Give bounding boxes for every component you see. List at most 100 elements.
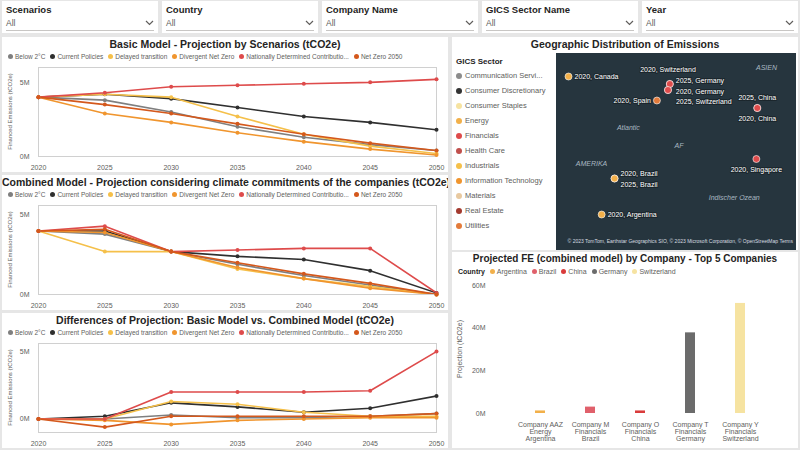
svg-text:2020, Canada: 2020, Canada [575, 73, 619, 80]
svg-text:Projection (tCO2e): Projection (tCO2e) [456, 320, 464, 378]
svg-text:2035: 2035 [230, 164, 246, 171]
svg-text:0M: 0M [20, 291, 30, 298]
html-text:All: All [166, 18, 176, 28]
svg-text:2020, Singapore: 2020, Singapore [731, 166, 782, 174]
html-text:Consumer Staples: Consumer Staples [465, 101, 527, 110]
html-text:All: All [6, 18, 16, 28]
svg-text:5M: 5M [20, 211, 30, 218]
svg-text:0M: 0M [476, 410, 486, 417]
html-text:Below 2°C: Below 2°C [15, 191, 46, 198]
svg-text:2020, Germany: 2020, Germany [676, 88, 725, 96]
svg-text:Financed Emissions (tCO2e): Financed Emissions (tCO2e) [7, 211, 13, 288]
svg-text:2035: 2035 [230, 440, 246, 447]
html-text:Company Name: Company Name [326, 4, 398, 15]
html-text:Divergent Net Zero: Divergent Net Zero [179, 329, 235, 336]
svg-text:2035: 2035 [230, 302, 246, 309]
svg-text:2050: 2050 [429, 440, 445, 447]
svg-text:40M: 40M [472, 324, 486, 331]
svg-text:2030: 2030 [163, 302, 179, 309]
svg-text:2020, China: 2020, China [738, 115, 776, 122]
html-text:Financials: Financials [465, 131, 499, 140]
html-text:Below 2°C: Below 2°C [15, 53, 46, 60]
html-text:Delayed transition: Delayed transition [115, 53, 168, 60]
html-text:Delayed transition: Delayed transition [115, 329, 168, 336]
html-text:Energy: Energy [465, 116, 489, 125]
svg-text:Company OFinancialsChina: Company OFinancialsChina [622, 421, 660, 442]
html-text:Net Zero 2050: Net Zero 2050 [360, 191, 403, 198]
svg-text:20M: 20M [472, 367, 486, 374]
svg-text:Company AAZEnergyArgentina: Company AAZEnergyArgentina [518, 421, 564, 443]
html-text:Current Policies: Current Policies [57, 329, 104, 336]
svg-text:5M: 5M [20, 79, 30, 86]
svg-text:ASIEN: ASIEN [755, 64, 778, 71]
html-text:All: All [486, 18, 496, 28]
svg-text:2020, Brazil: 2020, Brazil [621, 170, 658, 177]
html-text:Delayed transition: Delayed transition [115, 191, 168, 198]
svg-text:2025: 2025 [97, 302, 113, 309]
html-text:Health Care: Health Care [465, 146, 505, 155]
svg-text:2025, Switzerland: 2025, Switzerland [676, 98, 732, 105]
svg-text:2025: 2025 [97, 164, 113, 171]
html-text:Current Policies: Current Policies [57, 53, 104, 60]
html-text:Communication Servi...: Communication Servi... [465, 71, 543, 80]
svg-text:0M: 0M [20, 415, 30, 422]
svg-text:2020: 2020 [31, 302, 47, 309]
svg-text:2025, Germany: 2025, Germany [676, 77, 725, 85]
svg-text:Financed Emissions (tCO2e): Financed Emissions (tCO2e) [7, 349, 13, 426]
svg-text:AMERIKA: AMERIKA [575, 160, 608, 167]
html-text:Year: Year [646, 4, 667, 15]
html-text:Scenarios: Scenarios [6, 4, 52, 15]
svg-text:5M: 5M [20, 348, 30, 355]
svg-text:0M: 0M [20, 153, 30, 160]
svg-text:2020: 2020 [31, 164, 47, 171]
svg-text:2050: 2050 [429, 302, 445, 309]
svg-text:2030: 2030 [163, 440, 179, 447]
html-text:Basic Model - Projection by Sc: Basic Model - Projection by Scenarios (t… [109, 38, 341, 50]
html-text:Nationally Determined Contribu: Nationally Determined Contributio... [246, 191, 349, 198]
html-text:Real Estate: Real Estate [465, 206, 504, 215]
html-text:Below 2°C: Below 2°C [15, 329, 46, 336]
svg-text:2025, Brazil: 2025, Brazil [621, 181, 658, 188]
svg-text:Company TFinancialsGermany: Company TFinancialsGermany [672, 421, 709, 443]
html-text:All: All [646, 18, 656, 28]
html-text:Projected FE (combined model): Projected FE (combined model) by Company… [472, 253, 778, 264]
html-text:Consumer Discretionary: Consumer Discretionary [465, 86, 546, 95]
svg-text:2030: 2030 [163, 164, 179, 171]
svg-text:Company YFinancialsSwitzerland: Company YFinancialsSwitzerland [722, 421, 759, 442]
html-text:Industrials: Industrials [465, 161, 500, 170]
svg-text:2040: 2040 [296, 440, 312, 447]
svg-text:60M: 60M [472, 282, 486, 289]
svg-text:Indischer Ozean: Indischer Ozean [709, 194, 760, 201]
html-text:Geographic Distribution of Emi: Geographic Distribution of Emissions [530, 38, 720, 50]
html-text:All: All [326, 18, 336, 28]
html-text:Current Policies: Current Policies [57, 191, 104, 198]
svg-text:Atlantic: Atlantic [616, 124, 640, 131]
html-text:Nationally Determined Contribu: Nationally Determined Contributio... [246, 329, 349, 336]
svg-text:2020: 2020 [31, 440, 47, 447]
svg-text:Company MFinancialsBrazil: Company MFinancialsBrazil [572, 421, 610, 442]
html-text:GICS Sector Name: GICS Sector Name [486, 4, 570, 15]
svg-text:Financed Emissions (tCO2e): Financed Emissions (tCO2e) [7, 73, 13, 150]
html-text:Differences of Projection: Bas: Differences of Projection: Basic Model v… [56, 314, 394, 326]
svg-text:2025, China: 2025, China [738, 94, 776, 101]
svg-text:2045: 2045 [362, 302, 378, 309]
html-text:Materials: Materials [465, 191, 496, 200]
svg-text:2040: 2040 [296, 302, 312, 309]
svg-text:2040: 2040 [296, 164, 312, 171]
html-text:Divergent Net Zero: Divergent Net Zero [179, 53, 235, 60]
svg-text:AF: AF [674, 142, 685, 149]
html-text:Net Zero 2050: Net Zero 2050 [360, 53, 403, 60]
html-text:GICS Sector: GICS Sector [456, 57, 503, 66]
html-text:Nationally Determined Contribu: Nationally Determined Contributio... [246, 53, 349, 60]
svg-text:2020, Switzerland: 2020, Switzerland [640, 66, 696, 73]
html-text:Information Technology: Information Technology [465, 176, 543, 185]
svg-text:2020, Spain: 2020, Spain [614, 97, 651, 105]
svg-text:2045: 2045 [362, 440, 378, 447]
svg-text:2050: 2050 [429, 164, 445, 171]
svg-text:2025: 2025 [97, 440, 113, 447]
svg-text:2020, Argentina: 2020, Argentina [608, 211, 657, 219]
html-text:Country: Country [166, 4, 203, 15]
html-text:Utilities: Utilities [465, 221, 490, 230]
html-text:Divergent Net Zero: Divergent Net Zero [179, 191, 235, 198]
svg-text:2045: 2045 [362, 164, 378, 171]
